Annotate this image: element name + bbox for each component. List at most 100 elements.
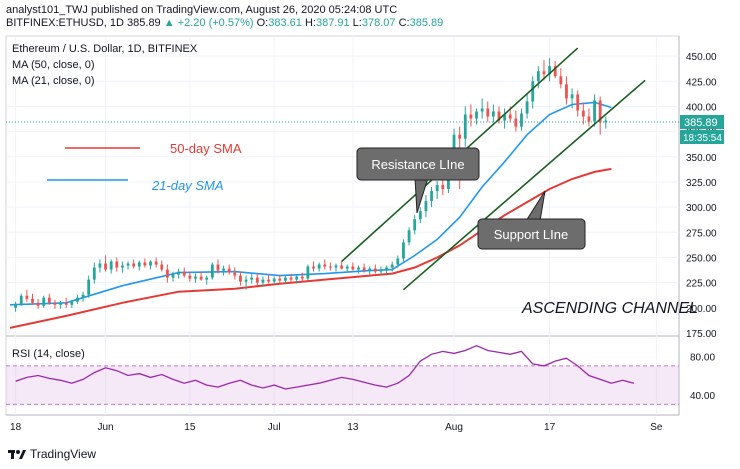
candle-body bbox=[390, 264, 394, 268]
candle-body bbox=[581, 110, 585, 117]
candle-body bbox=[312, 266, 315, 269]
candle-body bbox=[284, 277, 287, 281]
open-label: O: bbox=[256, 17, 269, 29]
candle-body bbox=[188, 275, 192, 279]
candle-body bbox=[441, 184, 445, 190]
candle-body bbox=[194, 276, 197, 279]
candle-body bbox=[587, 116, 591, 122]
publisher-line: analyst101_TWJ published on TradingView.… bbox=[6, 4, 398, 16]
candle-body bbox=[435, 184, 439, 192]
candle-body bbox=[413, 219, 417, 231]
legend-ma21[interactable]: MA (21, close, 0) bbox=[12, 75, 95, 87]
current-price-tag bbox=[680, 115, 724, 129]
rsi-legend[interactable]: RSI (14, close) bbox=[12, 348, 85, 360]
candle-body bbox=[165, 269, 169, 278]
candle-body bbox=[559, 76, 563, 85]
low-label: L: bbox=[352, 17, 362, 29]
price-tick-label: 425.00 bbox=[686, 77, 717, 88]
support-callout[interactable]: Support LIne bbox=[477, 190, 586, 250]
price-tick-label: 200.00 bbox=[686, 304, 717, 315]
close-value: 385.89 bbox=[409, 17, 444, 29]
price-tick-label: 225.00 bbox=[686, 279, 717, 290]
time-tick-label: 18 bbox=[10, 422, 22, 433]
candle-body bbox=[59, 302, 62, 305]
resistance-callout-box bbox=[356, 147, 480, 181]
candle-body bbox=[289, 277, 293, 280]
candle-body bbox=[576, 94, 580, 111]
price-tick-label: 400.00 bbox=[686, 102, 717, 113]
candle-body bbox=[503, 114, 507, 121]
candle-body bbox=[508, 114, 512, 119]
candle-body bbox=[486, 108, 490, 117]
sma50-annotation: 50-day SMA bbox=[170, 141, 242, 156]
candle-body bbox=[514, 118, 518, 127]
candle-body bbox=[109, 261, 113, 270]
support-callout-box bbox=[477, 218, 586, 250]
candle-body bbox=[216, 264, 220, 271]
candle-body bbox=[222, 268, 225, 271]
candle-body bbox=[362, 267, 366, 271]
candle-body bbox=[525, 101, 529, 114]
candle-body bbox=[430, 191, 433, 202]
candle-body bbox=[244, 279, 248, 282]
candle-body bbox=[328, 266, 332, 268]
sma21-line bbox=[9, 101, 612, 306]
candle-body bbox=[553, 66, 557, 77]
candle-body bbox=[548, 66, 551, 75]
support-trendline[interactable] bbox=[402, 79, 646, 291]
candle-body bbox=[373, 268, 377, 272]
rsi-line bbox=[15, 344, 635, 390]
candle-body bbox=[31, 298, 34, 303]
candle-body bbox=[199, 276, 203, 280]
candle-body bbox=[160, 264, 164, 270]
time-axis[interactable]: 18 Jun 15 Jul 13 Aug 17 Se bbox=[10, 36, 663, 433]
sma50-line bbox=[9, 167, 612, 329]
candle-body bbox=[261, 279, 265, 283]
candle-body bbox=[137, 262, 141, 267]
candle-body bbox=[463, 114, 467, 139]
symbol-ohlc-line: BITFINEX:ETHUSD, 1D 385.89 ▲ +2.20 (+0.5… bbox=[6, 17, 443, 29]
candle-body bbox=[239, 275, 242, 282]
rsi-band bbox=[6, 365, 679, 405]
candle-body bbox=[115, 261, 119, 268]
price-tick-label: 175.00 bbox=[686, 329, 717, 340]
candle-body bbox=[42, 297, 46, 306]
time-tick-label: 17 bbox=[544, 422, 556, 433]
candle-body bbox=[149, 261, 152, 266]
legend-ma50[interactable]: MA (50, close, 0) bbox=[12, 59, 95, 71]
candle-body bbox=[47, 297, 51, 303]
candle-body bbox=[306, 266, 310, 279]
candle-body bbox=[154, 261, 158, 265]
low-value: 378.07 bbox=[361, 17, 396, 29]
tradingview-logo[interactable]: TradingView bbox=[8, 447, 96, 461]
resistance-callout[interactable]: Resistance LIne bbox=[356, 147, 480, 214]
candle-body bbox=[469, 114, 473, 119]
time-tick-label: Jun bbox=[97, 422, 113, 433]
candle-body bbox=[345, 266, 349, 269]
price-tick-label: 300.00 bbox=[686, 203, 717, 214]
last-price: 385.89 bbox=[127, 17, 161, 29]
symbol: BITFINEX:ETHUSD, 1D bbox=[6, 17, 124, 29]
candle-body bbox=[396, 258, 400, 265]
price-axis[interactable]: 450.00425.00400.00375.00350.00325.00300.… bbox=[6, 52, 717, 340]
countdown-tag-text: 18:35:54 bbox=[683, 133, 722, 144]
candle-body bbox=[491, 111, 495, 117]
candles bbox=[14, 58, 608, 312]
rsi-tick-label: 80.00 bbox=[690, 352, 715, 363]
support-label: Support LIne bbox=[494, 227, 568, 242]
candle-body bbox=[300, 276, 304, 279]
price-tick-label: 325.00 bbox=[686, 178, 717, 189]
candle-body bbox=[317, 264, 321, 269]
candle-body bbox=[70, 301, 74, 305]
candle-body bbox=[520, 113, 523, 127]
time-tick-label: 15 bbox=[184, 422, 196, 433]
candle-body bbox=[536, 71, 540, 82]
candle-body bbox=[598, 100, 602, 123]
candle-body bbox=[182, 271, 186, 276]
candle-body bbox=[604, 120, 608, 123]
candle-body bbox=[104, 263, 107, 270]
candle-body bbox=[424, 201, 428, 212]
time-tick-label: Jul bbox=[268, 422, 281, 433]
candle-body bbox=[447, 174, 450, 190]
